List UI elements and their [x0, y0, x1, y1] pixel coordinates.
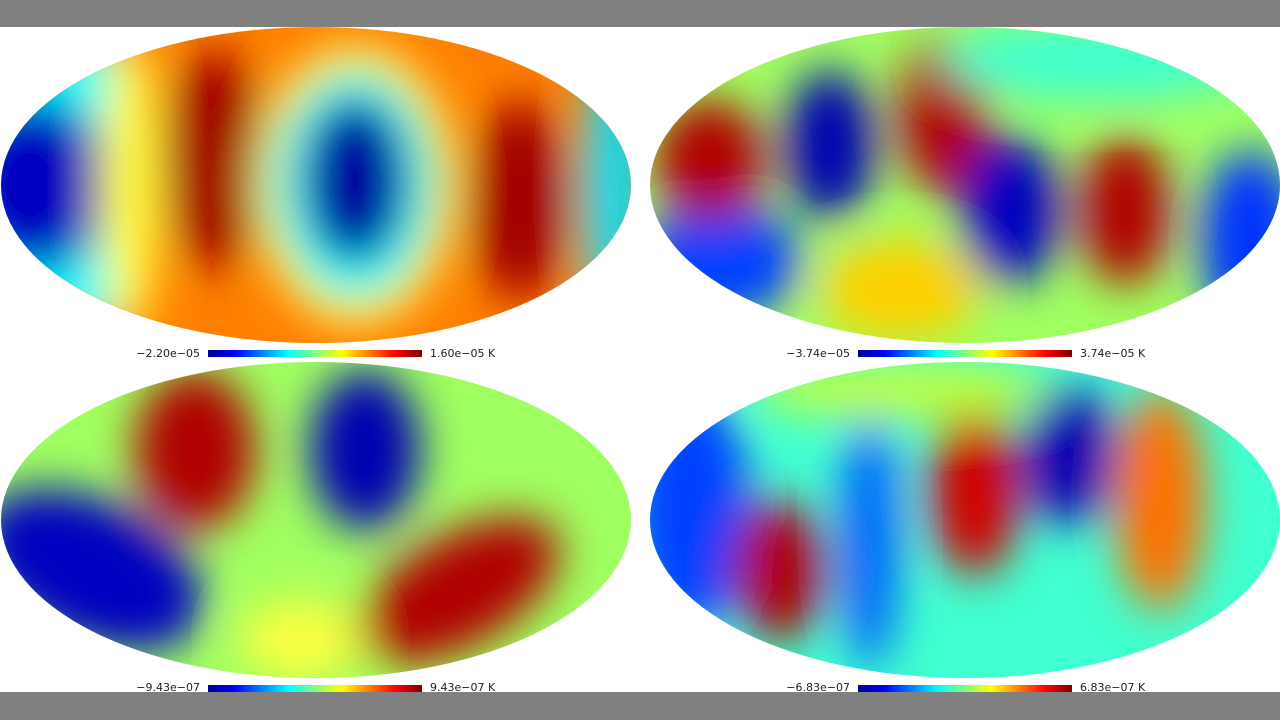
colorbar-max: 1.60e−05 K: [430, 347, 496, 360]
colorbar: [208, 350, 422, 357]
colorbar-min: −6.83e−07: [786, 681, 850, 694]
colorbar-max: 6.83e−07 K: [1080, 681, 1146, 694]
colorbar: [858, 350, 1072, 357]
colorbar: [208, 685, 422, 692]
letterbox-bar: [0, 692, 1280, 720]
colorbar-min: −9.43e−07: [136, 681, 200, 694]
letterbox-bar: [0, 0, 1280, 27]
colorbar-max: 9.43e−07 K: [430, 681, 496, 694]
colorbar-min: −2.20e−05: [136, 347, 200, 360]
colorbar: [858, 685, 1072, 692]
sky-map: [650, 362, 1280, 678]
colorbar-min: −3.74e−05: [786, 347, 850, 360]
sky-map: [1, 27, 631, 343]
sky-map: [1, 362, 631, 678]
sky-map: [650, 27, 1280, 343]
colorbar-max: 3.74e−05 K: [1080, 347, 1146, 360]
